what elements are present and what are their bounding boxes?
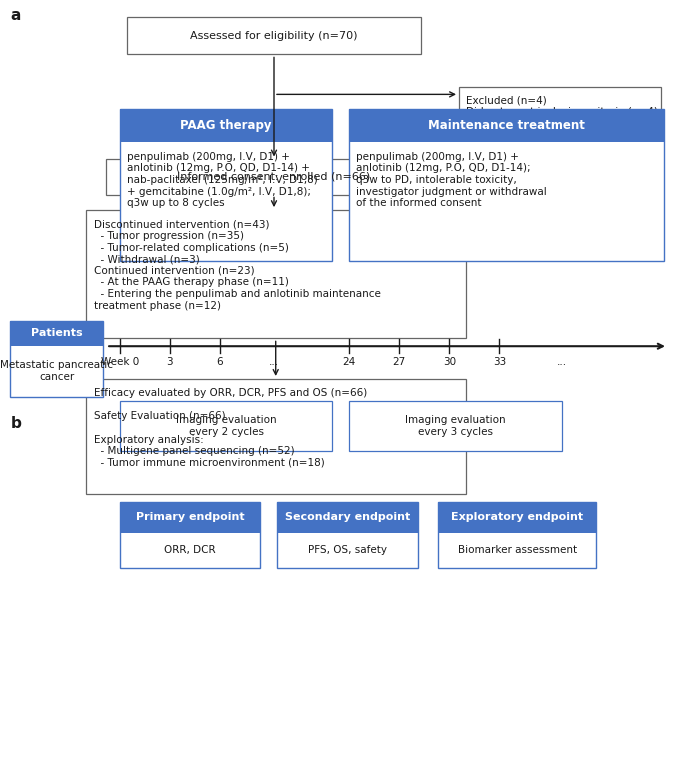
Text: Week 0: Week 0 [101,357,139,367]
Bar [438,502,596,533]
Bar [86,379,466,494]
Text: PFS, OS, safety: PFS, OS, safety [308,545,387,555]
Text: 33: 33 [493,357,506,367]
Bar [127,17,421,54]
Text: Primary endpoint: Primary endpoint [136,513,245,522]
Bar [438,502,596,568]
Text: Discontinued intervention (n=43)
  - Tumor progression (n=35)
  - Tumor-related : Discontinued intervention (n=43) - Tumor… [94,219,381,310]
Text: 3: 3 [166,357,173,367]
Text: Informed consent: enrolled (n=66): Informed consent: enrolled (n=66) [177,172,371,182]
Text: Excluded (n=4)
Did not meet inclusion criteria (n=4): Excluded (n=4) Did not meet inclusion cr… [466,95,658,117]
Text: Metastatic pancreatic
cancer: Metastatic pancreatic cancer [0,360,113,382]
Text: Patients: Patients [31,328,82,338]
Bar [120,109,332,142]
Text: a: a [10,8,21,23]
Text: 6: 6 [216,357,223,367]
Text: Biomarker assessment: Biomarker assessment [458,545,577,555]
Bar [86,210,466,338]
Text: Exploratory endpoint: Exploratory endpoint [451,513,583,522]
Bar [106,159,442,194]
Text: Assessed for eligibility (n=70): Assessed for eligibility (n=70) [190,31,358,40]
Text: 30: 30 [443,357,456,367]
Bar [349,109,664,261]
Text: ORR, DCR: ORR, DCR [164,545,216,555]
Bar [120,502,260,533]
Text: ...: ... [557,357,566,367]
Text: b: b [10,416,21,431]
Bar [10,321,103,397]
Bar [349,401,562,451]
Bar [459,87,661,124]
Bar [10,321,103,345]
Bar [120,109,332,261]
Text: Secondary endpoint: Secondary endpoint [285,513,410,522]
Bar [277,502,418,533]
Text: penpulimab (200mg, I.V, D1) +
anlotinib (12mg, P.O, QD, D1-14) +
nab-paclitaxel : penpulimab (200mg, I.V, D1) + anlotinib … [127,152,317,209]
Text: 24: 24 [342,357,356,367]
Bar [349,109,664,142]
Text: Efficacy evaluated by ORR, DCR, PFS and OS (n=66)

Safety Evaluation (n=66)

Exp: Efficacy evaluated by ORR, DCR, PFS and … [94,388,367,468]
Text: Imaging evaluation
every 3 cycles: Imaging evaluation every 3 cycles [406,415,506,436]
Text: 27: 27 [393,357,406,367]
Text: Imaging evaluation
every 2 cycles: Imaging evaluation every 2 cycles [176,415,276,436]
Text: ...: ... [269,357,279,367]
Text: PAAG therapy: PAAG therapy [180,119,272,132]
Bar [120,502,260,568]
Bar [120,401,332,451]
Bar [277,502,418,568]
Text: penpulimab (200mg, I.V, D1) +
anlotinib (12mg, P.O, QD, D1-14);
q3w to PD, intol: penpulimab (200mg, I.V, D1) + anlotinib … [356,152,547,209]
Text: Maintenance treatment: Maintenance treatment [428,119,586,132]
